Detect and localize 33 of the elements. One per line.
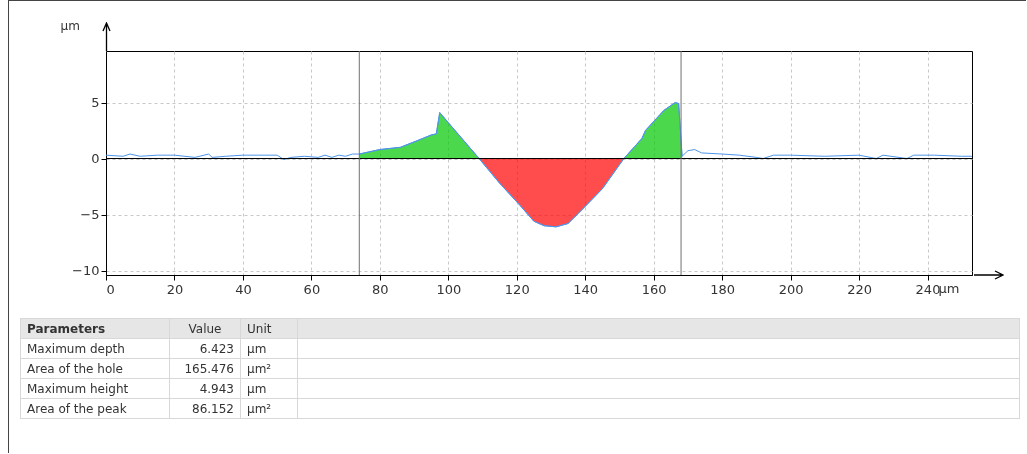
x-tick-label: 220	[847, 281, 872, 297]
x-tick-label: 20	[166, 281, 184, 297]
x-tick-label: 40	[235, 281, 252, 297]
text: Maximum height	[20, 378, 170, 399]
y-tick-label: 5	[91, 95, 100, 111]
y-tick-label: −5	[80, 207, 100, 223]
x-tick-label: 160	[641, 281, 667, 297]
x-tick-label: 60	[303, 281, 321, 297]
text: 86.152	[169, 398, 241, 419]
x-tick-label: 100	[436, 281, 462, 297]
text: Unit	[240, 318, 298, 339]
text: Maximum depth	[20, 338, 170, 359]
text: 6.423	[169, 338, 241, 359]
text: µm	[240, 338, 298, 359]
text: µm	[240, 378, 298, 399]
text: 165.476	[169, 358, 241, 379]
text: Value	[169, 318, 241, 339]
text: Area of the peak	[20, 398, 170, 419]
text: µm²	[240, 358, 298, 379]
text: 4.943	[169, 378, 241, 399]
x-tick-label: 120	[504, 281, 530, 297]
x-tick-label: 200	[778, 281, 804, 297]
y-tick-label: −10	[72, 263, 100, 279]
x-tick-label: 140	[573, 281, 599, 297]
x-tick-label: 180	[710, 281, 736, 297]
y-axis-title: µm	[60, 18, 80, 33]
x-tick-label: 0	[106, 281, 115, 297]
text: µm²	[240, 398, 298, 419]
text: Parameters	[20, 318, 170, 339]
x-axis-title: µm	[938, 280, 960, 296]
x-tick-label: 80	[372, 281, 389, 297]
y-tick-label: 0	[91, 151, 100, 167]
text: Area of the hole	[20, 358, 170, 379]
